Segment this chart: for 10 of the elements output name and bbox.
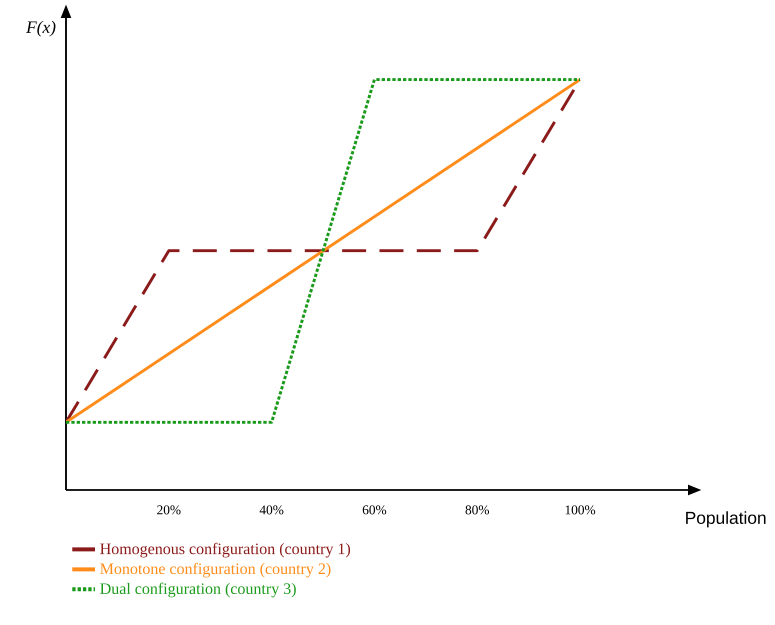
- legend-label: Monotone configuration (country 2): [100, 562, 330, 578]
- x-tick-label: 100%: [566, 505, 596, 514]
- legend-label: Homogenous configuration (country 1): [100, 542, 350, 558]
- x-axis-title: Population: [686, 511, 766, 528]
- x-tick-label: 40%: [260, 505, 284, 514]
- x-tick-label: 60%: [362, 505, 386, 514]
- legend-label: Dual configuration (country 3): [100, 582, 296, 598]
- x-tick-label: 80%: [466, 505, 490, 514]
- x-tick-label: 20%: [157, 505, 181, 514]
- y-axis-title: F(x): [26, 20, 56, 37]
